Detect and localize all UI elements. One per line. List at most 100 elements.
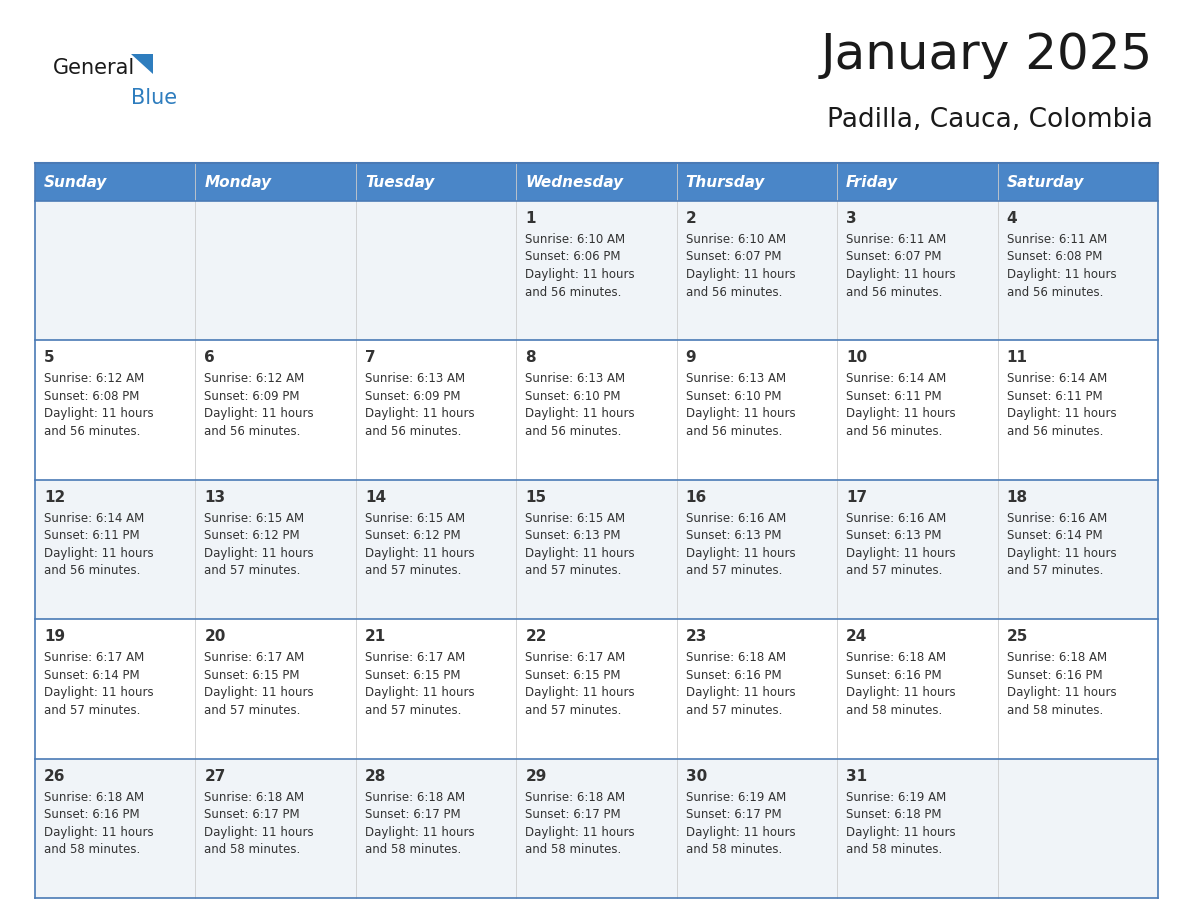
Text: Thursday: Thursday bbox=[685, 174, 765, 189]
Bar bbox=[677, 758, 838, 898]
Text: Sunrise: 6:17 AM
Sunset: 6:14 PM
Daylight: 11 hours
and 57 minutes.: Sunrise: 6:17 AM Sunset: 6:14 PM Dayligh… bbox=[44, 651, 153, 717]
Text: Wednesday: Wednesday bbox=[525, 174, 624, 189]
Text: Monday: Monday bbox=[204, 174, 272, 189]
Text: Sunrise: 6:18 AM
Sunset: 6:16 PM
Daylight: 11 hours
and 58 minutes.: Sunrise: 6:18 AM Sunset: 6:16 PM Dayligh… bbox=[846, 651, 956, 717]
Bar bbox=[517, 341, 677, 480]
Bar bbox=[34, 201, 196, 341]
Bar bbox=[356, 758, 517, 898]
Text: 1: 1 bbox=[525, 211, 536, 226]
Text: Sunrise: 6:18 AM
Sunset: 6:16 PM
Daylight: 11 hours
and 58 minutes.: Sunrise: 6:18 AM Sunset: 6:16 PM Dayligh… bbox=[1006, 651, 1117, 717]
Bar bbox=[196, 201, 356, 341]
Text: 22: 22 bbox=[525, 629, 546, 644]
Bar bbox=[196, 480, 356, 620]
Bar bbox=[998, 480, 1158, 620]
Text: Sunrise: 6:13 AM
Sunset: 6:09 PM
Daylight: 11 hours
and 56 minutes.: Sunrise: 6:13 AM Sunset: 6:09 PM Dayligh… bbox=[365, 373, 474, 438]
Text: Sunrise: 6:14 AM
Sunset: 6:11 PM
Daylight: 11 hours
and 56 minutes.: Sunrise: 6:14 AM Sunset: 6:11 PM Dayligh… bbox=[846, 373, 956, 438]
Bar bbox=[998, 201, 1158, 341]
Text: Sunrise: 6:15 AM
Sunset: 6:12 PM
Daylight: 11 hours
and 57 minutes.: Sunrise: 6:15 AM Sunset: 6:12 PM Dayligh… bbox=[204, 512, 314, 577]
Text: 4: 4 bbox=[1006, 211, 1017, 226]
Text: 11: 11 bbox=[1006, 351, 1028, 365]
Text: Sunrise: 6:19 AM
Sunset: 6:18 PM
Daylight: 11 hours
and 58 minutes.: Sunrise: 6:19 AM Sunset: 6:18 PM Dayligh… bbox=[846, 790, 956, 856]
Text: 9: 9 bbox=[685, 351, 696, 365]
Bar bbox=[677, 201, 838, 341]
Text: Sunrise: 6:18 AM
Sunset: 6:17 PM
Daylight: 11 hours
and 58 minutes.: Sunrise: 6:18 AM Sunset: 6:17 PM Dayligh… bbox=[525, 790, 634, 856]
Text: 8: 8 bbox=[525, 351, 536, 365]
Text: 19: 19 bbox=[44, 629, 65, 644]
Text: Sunrise: 6:13 AM
Sunset: 6:10 PM
Daylight: 11 hours
and 56 minutes.: Sunrise: 6:13 AM Sunset: 6:10 PM Dayligh… bbox=[685, 373, 795, 438]
Text: 17: 17 bbox=[846, 490, 867, 505]
Bar bbox=[34, 620, 196, 758]
Bar bbox=[356, 201, 517, 341]
Bar bbox=[356, 480, 517, 620]
Text: Sunrise: 6:19 AM
Sunset: 6:17 PM
Daylight: 11 hours
and 58 minutes.: Sunrise: 6:19 AM Sunset: 6:17 PM Dayligh… bbox=[685, 790, 795, 856]
Text: Sunrise: 6:13 AM
Sunset: 6:10 PM
Daylight: 11 hours
and 56 minutes.: Sunrise: 6:13 AM Sunset: 6:10 PM Dayligh… bbox=[525, 373, 634, 438]
Text: Sunrise: 6:16 AM
Sunset: 6:14 PM
Daylight: 11 hours
and 57 minutes.: Sunrise: 6:16 AM Sunset: 6:14 PM Dayligh… bbox=[1006, 512, 1117, 577]
Bar bbox=[998, 620, 1158, 758]
Text: 27: 27 bbox=[204, 768, 226, 784]
Bar bbox=[677, 620, 838, 758]
Polygon shape bbox=[131, 54, 153, 74]
Text: Sunrise: 6:18 AM
Sunset: 6:17 PM
Daylight: 11 hours
and 58 minutes.: Sunrise: 6:18 AM Sunset: 6:17 PM Dayligh… bbox=[204, 790, 314, 856]
Text: Sunrise: 6:18 AM
Sunset: 6:16 PM
Daylight: 11 hours
and 58 minutes.: Sunrise: 6:18 AM Sunset: 6:16 PM Dayligh… bbox=[44, 790, 153, 856]
Bar bbox=[517, 758, 677, 898]
Bar bbox=[677, 341, 838, 480]
Text: 13: 13 bbox=[204, 490, 226, 505]
Text: Sunrise: 6:16 AM
Sunset: 6:13 PM
Daylight: 11 hours
and 57 minutes.: Sunrise: 6:16 AM Sunset: 6:13 PM Dayligh… bbox=[846, 512, 956, 577]
Text: 20: 20 bbox=[204, 629, 226, 644]
Text: 31: 31 bbox=[846, 768, 867, 784]
Bar bbox=[517, 620, 677, 758]
Text: 14: 14 bbox=[365, 490, 386, 505]
Text: 29: 29 bbox=[525, 768, 546, 784]
Text: 12: 12 bbox=[44, 490, 65, 505]
Text: 21: 21 bbox=[365, 629, 386, 644]
Text: Saturday: Saturday bbox=[1006, 174, 1085, 189]
Text: Sunrise: 6:17 AM
Sunset: 6:15 PM
Daylight: 11 hours
and 57 minutes.: Sunrise: 6:17 AM Sunset: 6:15 PM Dayligh… bbox=[365, 651, 474, 717]
Text: Sunrise: 6:17 AM
Sunset: 6:15 PM
Daylight: 11 hours
and 57 minutes.: Sunrise: 6:17 AM Sunset: 6:15 PM Dayligh… bbox=[204, 651, 314, 717]
Bar bbox=[838, 620, 998, 758]
Text: 6: 6 bbox=[204, 351, 215, 365]
Text: Sunday: Sunday bbox=[44, 174, 107, 189]
Bar bbox=[356, 620, 517, 758]
Text: 28: 28 bbox=[365, 768, 386, 784]
Text: Sunrise: 6:15 AM
Sunset: 6:12 PM
Daylight: 11 hours
and 57 minutes.: Sunrise: 6:15 AM Sunset: 6:12 PM Dayligh… bbox=[365, 512, 474, 577]
Text: 30: 30 bbox=[685, 768, 707, 784]
Text: 15: 15 bbox=[525, 490, 546, 505]
Bar bbox=[517, 480, 677, 620]
Text: 10: 10 bbox=[846, 351, 867, 365]
Text: Sunrise: 6:12 AM
Sunset: 6:09 PM
Daylight: 11 hours
and 56 minutes.: Sunrise: 6:12 AM Sunset: 6:09 PM Dayligh… bbox=[204, 373, 314, 438]
Text: 23: 23 bbox=[685, 629, 707, 644]
Text: 2: 2 bbox=[685, 211, 696, 226]
Bar bbox=[356, 341, 517, 480]
Text: Sunrise: 6:10 AM
Sunset: 6:07 PM
Daylight: 11 hours
and 56 minutes.: Sunrise: 6:10 AM Sunset: 6:07 PM Dayligh… bbox=[685, 233, 795, 298]
Text: 26: 26 bbox=[44, 768, 65, 784]
Text: Tuesday: Tuesday bbox=[365, 174, 435, 189]
Bar bbox=[838, 758, 998, 898]
Text: 5: 5 bbox=[44, 351, 55, 365]
Text: Sunrise: 6:11 AM
Sunset: 6:07 PM
Daylight: 11 hours
and 56 minutes.: Sunrise: 6:11 AM Sunset: 6:07 PM Dayligh… bbox=[846, 233, 956, 298]
Text: 16: 16 bbox=[685, 490, 707, 505]
Text: Sunrise: 6:12 AM
Sunset: 6:08 PM
Daylight: 11 hours
and 56 minutes.: Sunrise: 6:12 AM Sunset: 6:08 PM Dayligh… bbox=[44, 373, 153, 438]
Text: Blue: Blue bbox=[131, 88, 177, 108]
Text: Sunrise: 6:15 AM
Sunset: 6:13 PM
Daylight: 11 hours
and 57 minutes.: Sunrise: 6:15 AM Sunset: 6:13 PM Dayligh… bbox=[525, 512, 634, 577]
Bar bbox=[34, 480, 196, 620]
Text: 25: 25 bbox=[1006, 629, 1028, 644]
Bar bbox=[998, 758, 1158, 898]
Text: Sunrise: 6:16 AM
Sunset: 6:13 PM
Daylight: 11 hours
and 57 minutes.: Sunrise: 6:16 AM Sunset: 6:13 PM Dayligh… bbox=[685, 512, 795, 577]
Bar bbox=[677, 480, 838, 620]
Text: General: General bbox=[53, 58, 135, 78]
Text: 7: 7 bbox=[365, 351, 375, 365]
Bar bbox=[34, 341, 196, 480]
Text: Sunrise: 6:14 AM
Sunset: 6:11 PM
Daylight: 11 hours
and 56 minutes.: Sunrise: 6:14 AM Sunset: 6:11 PM Dayligh… bbox=[1006, 373, 1117, 438]
Bar bbox=[998, 341, 1158, 480]
Bar bbox=[838, 201, 998, 341]
Bar bbox=[196, 341, 356, 480]
Text: Sunrise: 6:14 AM
Sunset: 6:11 PM
Daylight: 11 hours
and 56 minutes.: Sunrise: 6:14 AM Sunset: 6:11 PM Dayligh… bbox=[44, 512, 153, 577]
Text: Sunrise: 6:11 AM
Sunset: 6:08 PM
Daylight: 11 hours
and 56 minutes.: Sunrise: 6:11 AM Sunset: 6:08 PM Dayligh… bbox=[1006, 233, 1117, 298]
Text: Sunrise: 6:18 AM
Sunset: 6:16 PM
Daylight: 11 hours
and 57 minutes.: Sunrise: 6:18 AM Sunset: 6:16 PM Dayligh… bbox=[685, 651, 795, 717]
Text: Sunrise: 6:17 AM
Sunset: 6:15 PM
Daylight: 11 hours
and 57 minutes.: Sunrise: 6:17 AM Sunset: 6:15 PM Dayligh… bbox=[525, 651, 634, 717]
Text: 24: 24 bbox=[846, 629, 867, 644]
Text: 3: 3 bbox=[846, 211, 857, 226]
Bar bbox=[196, 620, 356, 758]
Bar bbox=[838, 341, 998, 480]
Text: January 2025: January 2025 bbox=[821, 31, 1154, 79]
